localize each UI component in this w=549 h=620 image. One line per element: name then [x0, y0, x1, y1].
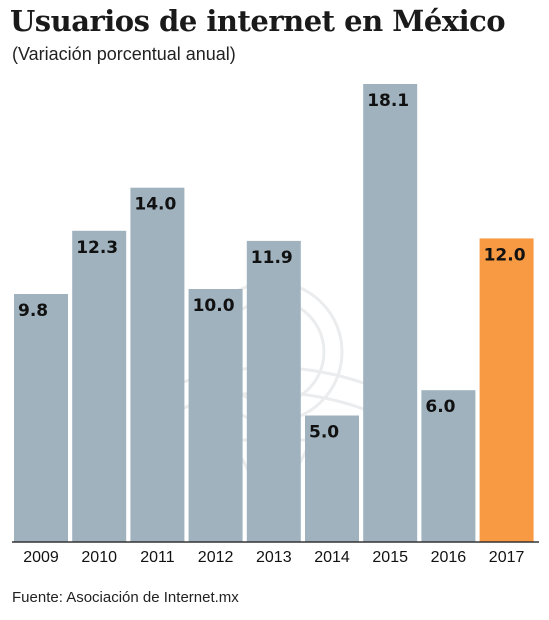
x-tick-2010: 2010: [81, 549, 117, 566]
data-label-2015: 18.1: [367, 91, 409, 111]
data-label-2017: 12.0: [484, 245, 526, 265]
bar-2015: [363, 84, 418, 542]
x-axis-ticks: 2009 2010 2011 2012 2013 2014 2015 2016 2017: [23, 549, 524, 566]
x-tick-2017: 2017: [489, 549, 525, 566]
x-tick-2011: 2011: [140, 549, 175, 566]
bar-2016: [421, 390, 476, 542]
x-tick-2014: 2014: [314, 549, 350, 566]
data-label-2010: 12.3: [76, 238, 118, 258]
bar-2013: [246, 240, 301, 542]
x-tick-2016: 2016: [431, 549, 467, 566]
bar-chart: 9.812.314.010.011.95.018.16.012.0 2009 20…: [12, 84, 539, 566]
x-tick-2012: 2012: [198, 549, 234, 566]
data-label-2014: 5.0: [309, 423, 339, 443]
x-tick-2015: 2015: [372, 549, 408, 566]
bar-2009: [14, 294, 68, 542]
data-label-2012: 10.0: [193, 296, 235, 316]
bar-2017: [479, 238, 534, 542]
data-label-2013: 11.9: [251, 248, 293, 268]
bar-2010: [72, 230, 127, 543]
source-note: Fuente: Asociación de Internet.mx: [12, 589, 239, 606]
bar-2014: [305, 415, 359, 542]
bar-2012: [188, 289, 243, 542]
data-label-2016: 6.0: [425, 397, 455, 417]
bar-2011: [130, 187, 185, 542]
x-tick-2013: 2013: [256, 549, 292, 566]
data-label-2009: 9.8: [18, 301, 48, 321]
chart-subtitle: (Variación porcentual anual): [12, 44, 236, 64]
bars-layer: 9.8 12.3 14.0 10.0 11.9 5.0 18.1 6.0 12.0: [14, 84, 534, 543]
chart-title: Usuarios de internet en México: [10, 4, 506, 38]
x-tick-2009: 2009: [23, 549, 59, 566]
data-label-2011: 14.0: [134, 195, 176, 215]
